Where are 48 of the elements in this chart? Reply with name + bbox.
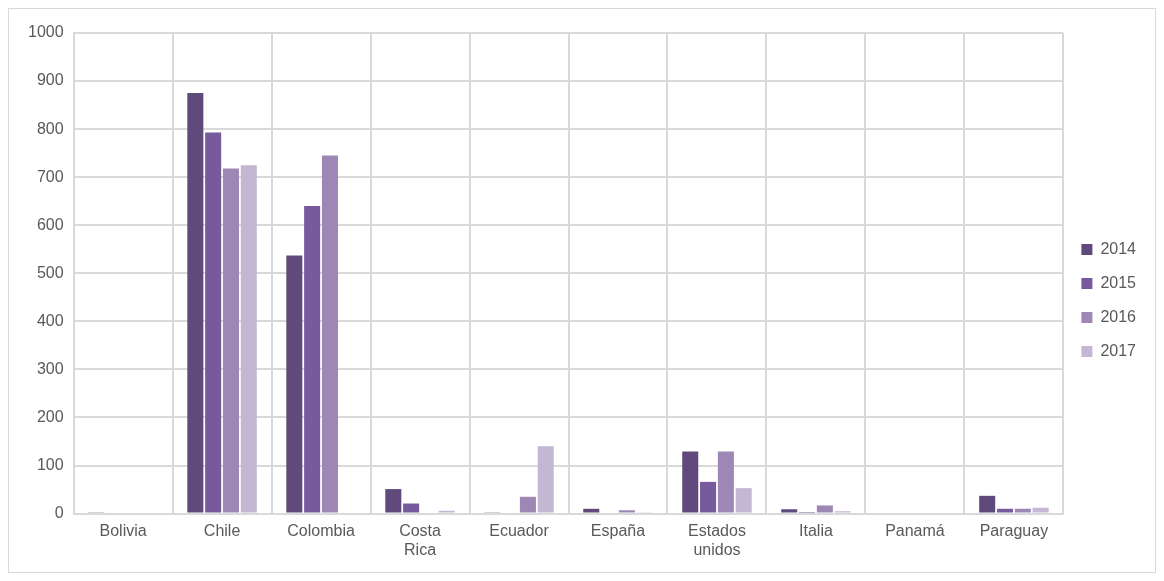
x-tick-label: Colombia bbox=[287, 521, 355, 539]
bar bbox=[222, 168, 239, 513]
x-tick-label: Panamá bbox=[885, 521, 945, 539]
x-tick-label: Estados unidos bbox=[688, 521, 746, 558]
x-tick-label: Ecuador bbox=[489, 521, 550, 539]
bar bbox=[321, 155, 338, 513]
bar bbox=[537, 446, 554, 513]
bar bbox=[979, 495, 996, 513]
y-tick-label: 700 bbox=[36, 167, 64, 185]
bar bbox=[1014, 508, 1031, 513]
bar bbox=[583, 508, 600, 513]
bar bbox=[286, 255, 303, 513]
y-tick-label: 900 bbox=[36, 71, 64, 89]
y-tick-label: 800 bbox=[36, 119, 64, 137]
bar bbox=[618, 510, 635, 513]
bar bbox=[240, 165, 257, 513]
bar bbox=[385, 489, 402, 513]
bar bbox=[1032, 507, 1049, 513]
y-tick-label: 300 bbox=[36, 359, 64, 377]
legend-label: 2015 bbox=[1100, 273, 1137, 291]
y-tick-label: 400 bbox=[36, 311, 64, 329]
x-tick-label: Chile bbox=[203, 521, 241, 539]
y-tick-label: 600 bbox=[36, 215, 64, 233]
legend-label: 2016 bbox=[1100, 307, 1137, 325]
bar bbox=[682, 451, 699, 513]
x-tick-label: Italia bbox=[799, 521, 833, 539]
bar bbox=[187, 93, 204, 513]
x-tick-label: Costa Rica bbox=[399, 521, 442, 558]
y-tick-label: 200 bbox=[36, 407, 64, 425]
x-tick-label: Bolivia bbox=[99, 521, 147, 539]
bar bbox=[996, 508, 1014, 513]
bar bbox=[717, 451, 734, 513]
x-tick-label: España bbox=[590, 521, 646, 539]
bar bbox=[519, 496, 536, 513]
bar bbox=[304, 206, 321, 513]
x-tick-label: Paraguay bbox=[979, 521, 1049, 539]
legend-label: 2014 bbox=[1100, 239, 1137, 257]
y-tick-label: 0 bbox=[54, 504, 64, 522]
bar bbox=[781, 509, 798, 513]
y-tick-label: 1000 bbox=[28, 23, 64, 41]
legend-label: 2017 bbox=[1100, 341, 1137, 359]
bar bbox=[403, 503, 420, 513]
bar bbox=[700, 481, 717, 513]
y-tick-label: 500 bbox=[36, 263, 64, 281]
bar bbox=[735, 488, 752, 513]
bar bbox=[816, 505, 833, 513]
bar bbox=[205, 132, 222, 513]
y-tick-label: 100 bbox=[36, 455, 64, 473]
